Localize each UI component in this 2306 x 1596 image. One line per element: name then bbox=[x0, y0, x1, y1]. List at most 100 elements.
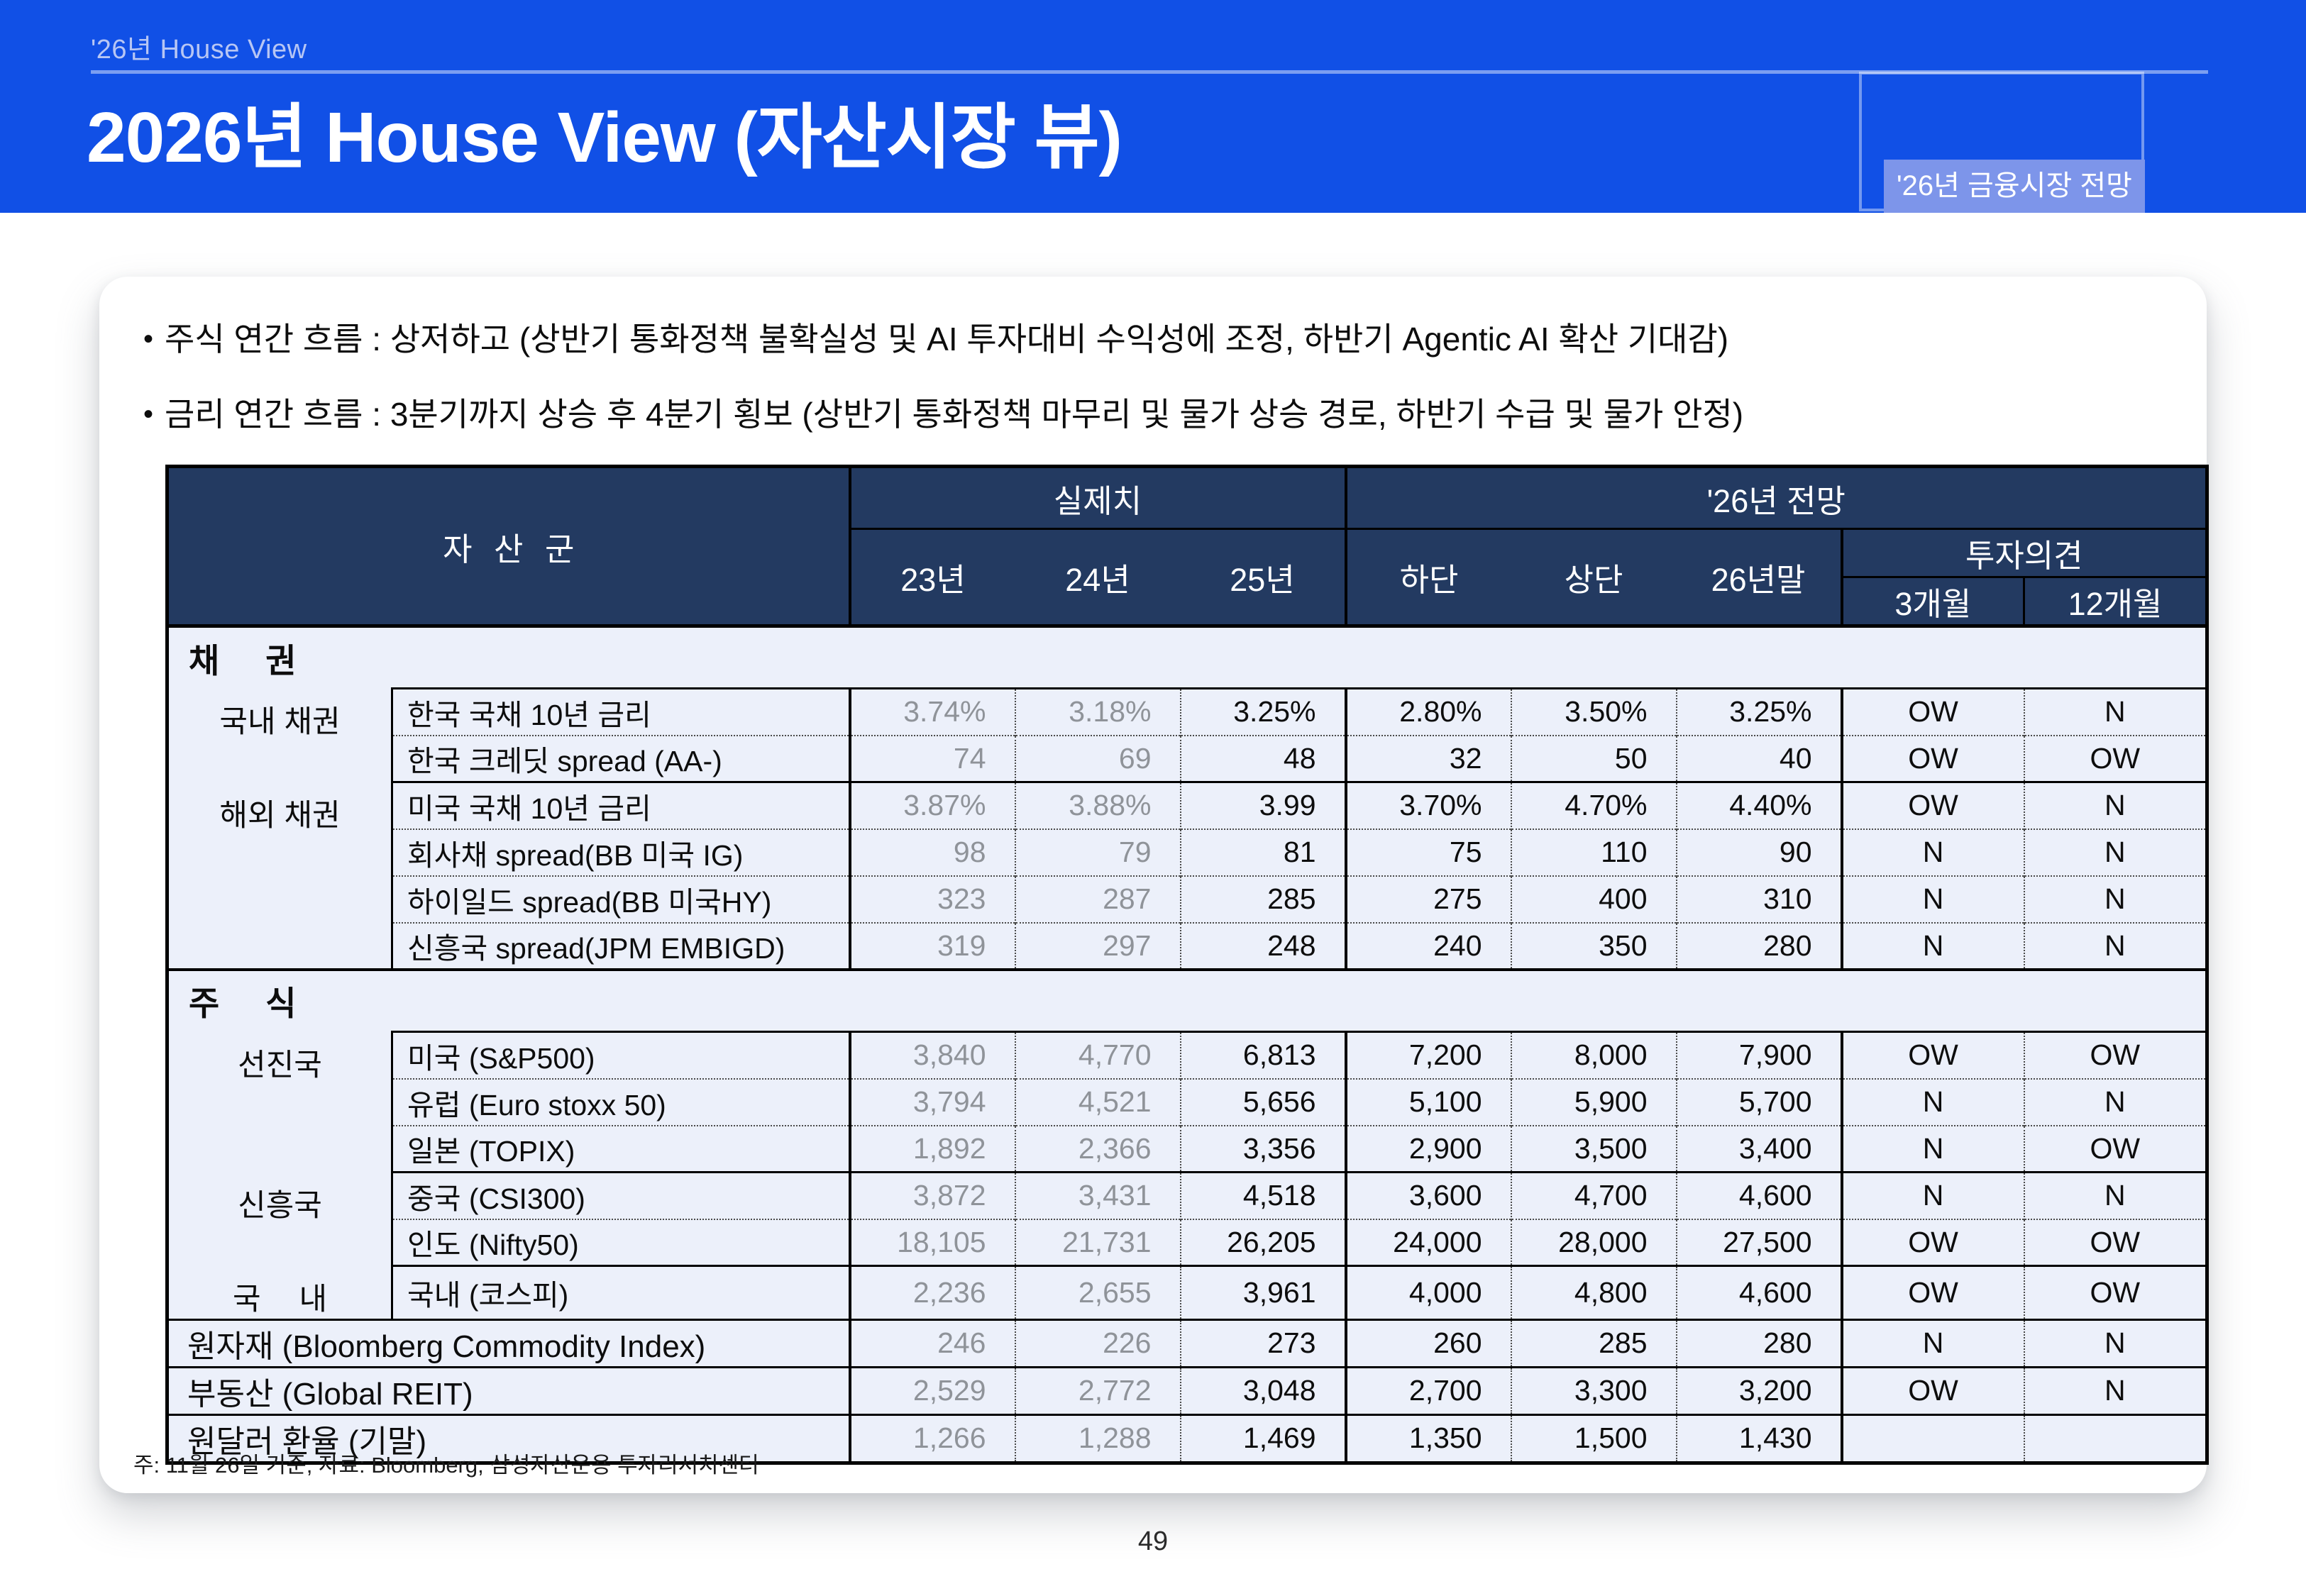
cell-3m: N bbox=[1840, 921, 2024, 970]
group-label-domestic: 국 내 bbox=[232, 1282, 328, 1317]
cell-end26: 3.25% bbox=[1675, 687, 1842, 736]
cell-end26: 40 bbox=[1675, 734, 1842, 782]
cell-3m: N bbox=[1840, 828, 2024, 876]
row-label: 회사채 spread(BB 미국 IG) bbox=[391, 828, 850, 876]
footnote: 주: 11월 26일 기준, 자료: Bloomberg, 삼성자산운용 투자리… bbox=[133, 1453, 759, 1478]
cell-12m bbox=[2023, 1413, 2207, 1463]
cell-y23: 2,236 bbox=[848, 1265, 1015, 1319]
cell-y23: 3.74% bbox=[848, 687, 1015, 736]
cell-end26: 4,600 bbox=[1675, 1265, 1842, 1319]
col-header-end26: 26년말 bbox=[1676, 528, 1842, 628]
chapter-badge: '26년 금융시장 전망 bbox=[1884, 160, 2145, 213]
row-label: 한국 국채 10년 금리 bbox=[391, 687, 850, 736]
row-label: 일본 (TOPIX) bbox=[391, 1124, 850, 1173]
cell-y24: 2,772 bbox=[1014, 1365, 1181, 1414]
col-header-y24: 24년 bbox=[1015, 528, 1181, 628]
cell-low: 2,900 bbox=[1344, 1124, 1511, 1173]
cell-high: 5,900 bbox=[1510, 1077, 1677, 1126]
cell-y25: 5,656 bbox=[1179, 1077, 1346, 1126]
table-row: 부동산 (Global REIT) 2,529 2,772 3,048 2,70… bbox=[167, 1365, 2207, 1414]
table-row: 국내 채권 한국 국채 10년 금리 3.74% 3.18% 3.25% 2.8… bbox=[167, 687, 2207, 739]
cell-end26: 27,500 bbox=[1675, 1218, 1842, 1266]
cell-high: 350 bbox=[1510, 921, 1677, 970]
col-header-forecast: '26년 전망 bbox=[1344, 466, 2207, 530]
table-row: 일본 (TOPIX) 1,892 2,366 3,356 2,900 3,500… bbox=[167, 1124, 2207, 1173]
cell-y24: 4,770 bbox=[1014, 1031, 1181, 1079]
cell-y23: 3,872 bbox=[848, 1171, 1015, 1219]
content-card: 주식 연간 흐름 : 상저하고 (상반기 통화정책 불확실성 및 AI 투자대비… bbox=[99, 277, 2210, 1493]
cell-y24: 1,288 bbox=[1014, 1413, 1181, 1463]
cell-high: 285 bbox=[1510, 1318, 1677, 1367]
cell-3m: OW bbox=[1840, 734, 2024, 782]
cell-y24: 79 bbox=[1014, 828, 1181, 876]
bullet-rate-flow: 금리 연간 흐름 : 3분기까지 상승 후 4분기 횡보 (상반기 통화정책 마… bbox=[143, 389, 1743, 436]
header-rule bbox=[91, 70, 2208, 74]
cell-y25: 3,048 bbox=[1179, 1365, 1346, 1414]
cell-12m: N bbox=[2023, 781, 2207, 829]
cell-y23: 319 bbox=[848, 921, 1015, 970]
cell-low: 7,200 bbox=[1344, 1031, 1511, 1079]
cell-y23: 18,105 bbox=[848, 1218, 1015, 1266]
row-label: 미국 (S&P500) bbox=[391, 1031, 850, 1079]
group-label-overseas-bond: 해외 채권 bbox=[219, 798, 341, 833]
cell-y25: 81 bbox=[1179, 828, 1346, 876]
cell-y25: 4,518 bbox=[1179, 1171, 1346, 1219]
cell-y23: 3.87% bbox=[848, 781, 1015, 829]
col-header-high: 상단 bbox=[1511, 528, 1677, 628]
cell-12m: OW bbox=[2023, 1031, 2207, 1079]
cell-y23: 1,266 bbox=[848, 1413, 1015, 1463]
row-label-usdkrw: 원달러 환율 (기말) bbox=[167, 1413, 850, 1463]
cell-end26: 4,600 bbox=[1675, 1171, 1842, 1219]
cell-y23: 98 bbox=[848, 828, 1015, 876]
cell-high: 8,000 bbox=[1510, 1031, 1677, 1079]
cell-y25: 6,813 bbox=[1179, 1031, 1346, 1079]
table-row: 신흥국 중국 (CSI300) 3,872 3,431 4,518 3,600 … bbox=[167, 1171, 2207, 1223]
cell-high: 28,000 bbox=[1510, 1218, 1677, 1266]
row-label: 한국 크레딧 spread (AA-) bbox=[391, 734, 850, 782]
cell-low: 275 bbox=[1344, 875, 1511, 923]
cell-3m: N bbox=[1840, 1077, 2024, 1126]
col-header-actual: 실제치 bbox=[849, 466, 1346, 530]
col-header-asset-class: 자 산 군 bbox=[167, 466, 851, 628]
cell-y24: 69 bbox=[1014, 734, 1181, 782]
cell-y23: 3,794 bbox=[848, 1077, 1015, 1126]
table-row: 하이일드 spread(BB 미국HY) 323 287 285 275 400… bbox=[167, 875, 2207, 923]
cell-y25: 285 bbox=[1179, 875, 1346, 923]
cell-low: 2.80% bbox=[1344, 687, 1511, 736]
group-label-emerging: 신흥국 bbox=[238, 1188, 322, 1223]
section-row-equity: 주 식 bbox=[167, 968, 2207, 1032]
cell-high: 4,700 bbox=[1510, 1171, 1677, 1219]
cell-low: 24,000 bbox=[1344, 1218, 1511, 1266]
eyebrow-label: '26년 House View bbox=[91, 35, 307, 65]
cell-12m: OW bbox=[2023, 1265, 2207, 1319]
table-row: 유럽 (Euro stoxx 50) 3,794 4,521 5,656 5,1… bbox=[167, 1077, 2207, 1126]
table-row: 해외 채권 미국 국채 10년 금리 3.87% 3.88% 3.99 3.70… bbox=[167, 781, 2207, 833]
cell-low: 240 bbox=[1344, 921, 1511, 970]
table-row: 회사채 spread(BB 미국 IG) 98 79 81 75 110 90 … bbox=[167, 828, 2207, 876]
cell-low: 75 bbox=[1344, 828, 1511, 876]
table-row: 원자재 (Bloomberg Commodity Index) 246 226 … bbox=[167, 1318, 2207, 1367]
cell-high: 3,500 bbox=[1510, 1124, 1677, 1173]
cell-3m: OW bbox=[1840, 687, 2024, 736]
cell-end26: 1,430 bbox=[1675, 1413, 1842, 1463]
row-label-reit: 부동산 (Global REIT) bbox=[167, 1365, 850, 1414]
cell-y25: 248 bbox=[1179, 921, 1346, 970]
table-row: 인도 (Nifty50) 18,105 21,731 26,205 24,000… bbox=[167, 1218, 2207, 1266]
table-row: 신흥국 spread(JPM EMBIGD) 319 297 248 240 3… bbox=[167, 921, 2207, 970]
cell-low: 3.70% bbox=[1344, 781, 1511, 829]
table-row: 국 내 국내 (코스피) 2,236 2,655 3,961 4,000 4,8… bbox=[167, 1265, 2207, 1319]
cell-low: 1,350 bbox=[1344, 1413, 1511, 1463]
cell-3m: OW bbox=[1840, 1265, 2024, 1319]
cell-end26: 280 bbox=[1675, 921, 1842, 970]
row-label: 중국 (CSI300) bbox=[391, 1171, 850, 1219]
cell-y23: 246 bbox=[848, 1318, 1015, 1367]
row-label: 국내 (코스피) bbox=[391, 1265, 850, 1319]
bullet-equity-flow: 주식 연간 흐름 : 상저하고 (상반기 통화정책 불확실성 및 AI 투자대비… bbox=[143, 314, 1728, 360]
col-header-y23: 23년 bbox=[849, 528, 1015, 628]
cell-y23: 323 bbox=[848, 875, 1015, 923]
col-header-low: 하단 bbox=[1344, 528, 1511, 628]
cell-end26: 3,200 bbox=[1675, 1365, 1842, 1414]
cell-12m: N bbox=[2023, 921, 2207, 970]
cell-3m: N bbox=[1840, 1171, 2024, 1219]
cell-3m bbox=[1840, 1413, 2024, 1463]
